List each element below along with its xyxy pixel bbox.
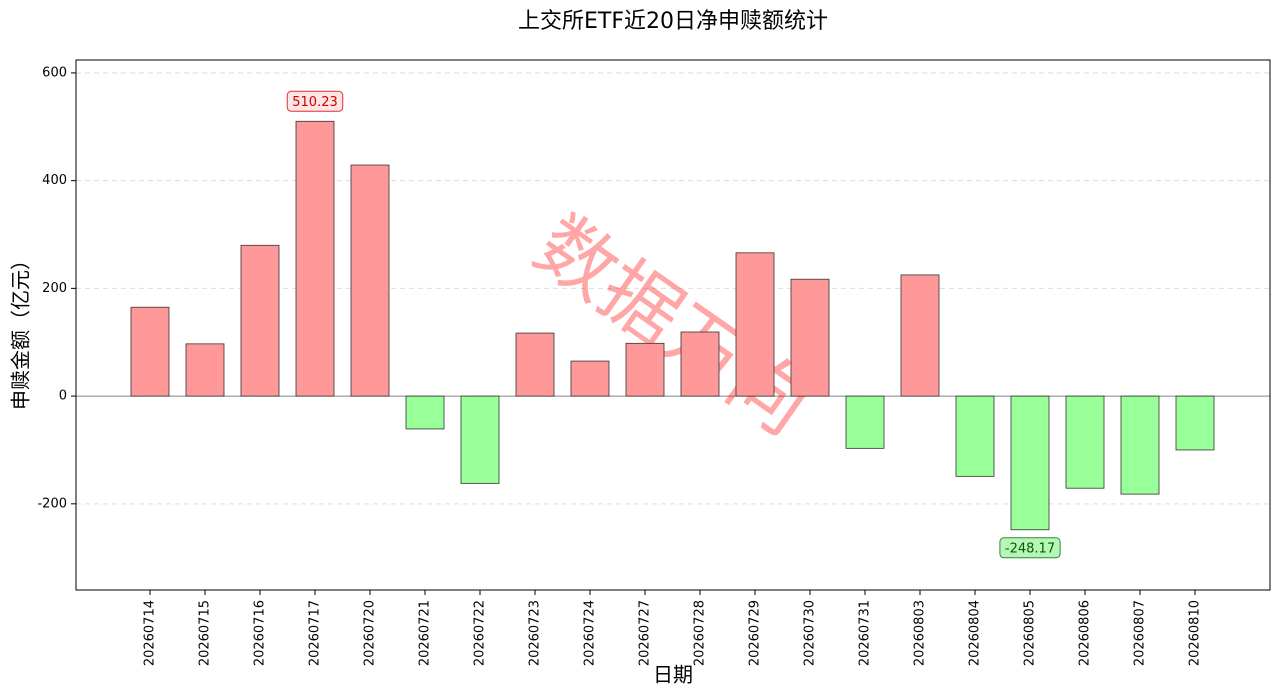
annotation-label: -248.17 bbox=[1005, 541, 1055, 556]
bar bbox=[1120, 395, 1160, 495]
bar bbox=[790, 278, 830, 397]
x-tick-label: 20260803 bbox=[913, 600, 928, 666]
x-tick-label: 20260729 bbox=[748, 600, 763, 666]
x-tick-label: 20260804 bbox=[968, 600, 983, 666]
bar bbox=[240, 244, 280, 397]
y-tick-label: -200 bbox=[37, 496, 67, 511]
annotation-box bbox=[999, 537, 1061, 559]
x-tick-label: 20260805 bbox=[1023, 600, 1038, 666]
y-tick-label: 600 bbox=[42, 65, 67, 80]
bar bbox=[185, 343, 225, 397]
value-annotation: 510.23 bbox=[286, 90, 344, 112]
x-tick-label: 20260717 bbox=[308, 600, 323, 666]
bar bbox=[515, 332, 555, 397]
x-tick-label: 20260723 bbox=[528, 600, 543, 666]
annotation-box bbox=[286, 90, 344, 112]
x-tick-label: 20260728 bbox=[693, 600, 708, 666]
y-axis-label: 申赎金额（亿元） bbox=[9, 250, 33, 410]
bar bbox=[350, 164, 390, 397]
annotation-label: 510.23 bbox=[292, 95, 338, 110]
bar bbox=[625, 342, 665, 397]
x-tick-label: 20260724 bbox=[583, 600, 598, 666]
bar bbox=[405, 395, 445, 430]
chart-title: 上交所ETF近20日净申赎额统计 bbox=[518, 9, 828, 34]
bar bbox=[845, 395, 885, 449]
bar bbox=[570, 360, 610, 397]
x-tick-label: 20260720 bbox=[363, 600, 378, 666]
x-tick-label: 20260722 bbox=[473, 600, 488, 666]
bar bbox=[900, 274, 940, 397]
y-tick-label: 200 bbox=[42, 281, 67, 296]
plot-frame bbox=[75, 59, 1271, 591]
bar bbox=[1065, 395, 1105, 489]
x-axis-label: 日期 bbox=[653, 663, 693, 687]
x-tick-label: 20260806 bbox=[1078, 600, 1093, 666]
x-tick-label: 20260731 bbox=[858, 600, 873, 666]
x-tick-label: 20260810 bbox=[1188, 600, 1203, 666]
x-tick-label: 20260716 bbox=[253, 600, 268, 666]
x-tick-label: 20260727 bbox=[638, 600, 653, 666]
bar bbox=[295, 120, 335, 397]
bar bbox=[1010, 395, 1050, 531]
x-tick-label: 20260721 bbox=[418, 600, 433, 666]
bar bbox=[130, 306, 170, 397]
x-tick-label: 20260715 bbox=[198, 600, 213, 666]
bar bbox=[680, 331, 720, 397]
x-tick-label: 20260714 bbox=[143, 600, 158, 666]
y-tick-label: 0 bbox=[59, 389, 67, 404]
bar bbox=[1175, 395, 1215, 451]
x-tick-label: 20260730 bbox=[803, 600, 818, 666]
value-annotation: -248.17 bbox=[999, 537, 1061, 559]
bar bbox=[735, 252, 775, 397]
x-tick-label: 20260807 bbox=[1133, 600, 1148, 666]
y-tick-label: 400 bbox=[42, 173, 67, 188]
bar bbox=[460, 395, 500, 484]
bar bbox=[955, 395, 995, 477]
